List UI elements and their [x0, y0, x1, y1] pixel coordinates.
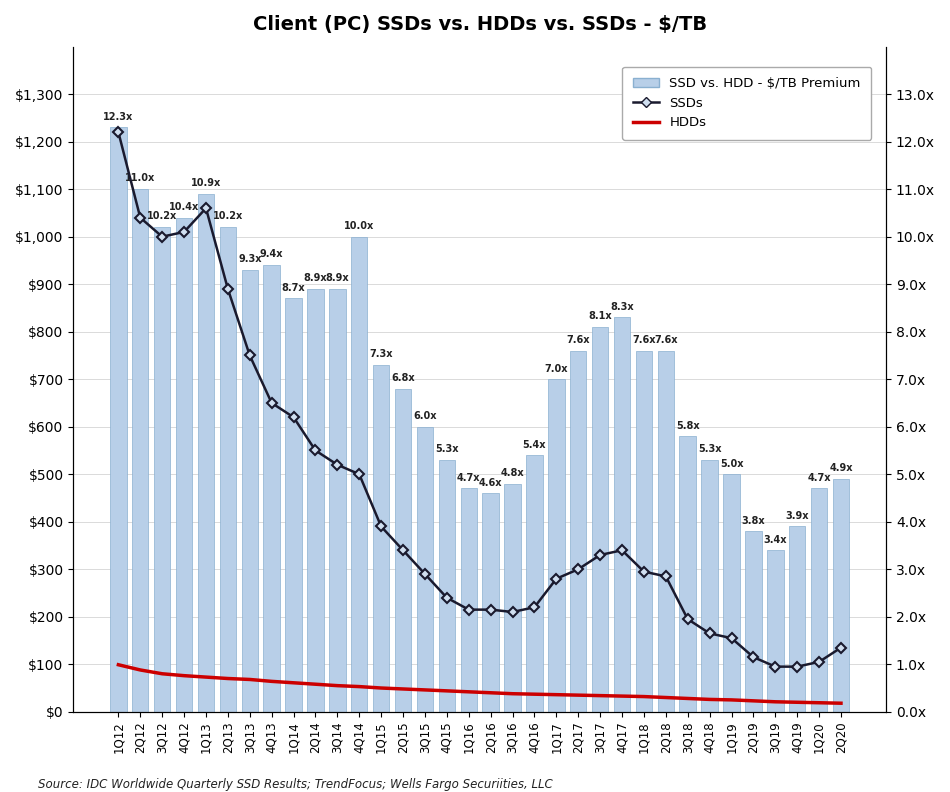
- Bar: [636, 351, 652, 712]
- Text: 10.9x: 10.9x: [191, 178, 221, 188]
- Bar: [483, 493, 499, 712]
- Text: 7.6x: 7.6x: [632, 335, 655, 345]
- Text: 12.3x: 12.3x: [104, 112, 134, 122]
- Bar: [352, 237, 368, 712]
- Text: 10.2x: 10.2x: [147, 211, 178, 222]
- Bar: [461, 489, 477, 712]
- Bar: [132, 189, 148, 712]
- Bar: [154, 227, 170, 712]
- Text: 10.4x: 10.4x: [169, 202, 200, 212]
- Text: 3.8x: 3.8x: [742, 516, 765, 526]
- Bar: [526, 455, 542, 712]
- Text: 9.3x: 9.3x: [238, 254, 261, 265]
- Bar: [373, 365, 390, 712]
- Bar: [570, 351, 586, 712]
- Bar: [176, 218, 192, 712]
- Text: 9.4x: 9.4x: [260, 249, 283, 260]
- Bar: [723, 474, 740, 712]
- Text: 5.3x: 5.3x: [435, 444, 459, 455]
- Bar: [198, 194, 214, 712]
- Bar: [767, 550, 784, 712]
- Bar: [701, 460, 718, 712]
- Bar: [614, 318, 630, 712]
- Bar: [417, 427, 433, 712]
- Bar: [789, 527, 806, 712]
- Bar: [219, 227, 237, 712]
- Text: 7.0x: 7.0x: [544, 364, 568, 374]
- Bar: [307, 289, 324, 712]
- Bar: [263, 265, 280, 712]
- Text: Source: IDC Worldwide Quarterly SSD Results; TrendFocus; Wells Fargo Securiities: Source: IDC Worldwide Quarterly SSD Resu…: [38, 778, 553, 791]
- Text: 7.6x: 7.6x: [654, 335, 677, 345]
- Text: 11.0x: 11.0x: [125, 173, 156, 184]
- Bar: [833, 479, 849, 712]
- Text: 6.0x: 6.0x: [413, 411, 437, 421]
- Text: 4.7x: 4.7x: [457, 473, 481, 483]
- Text: 8.7x: 8.7x: [282, 283, 305, 293]
- Text: 4.9x: 4.9x: [829, 463, 853, 474]
- Bar: [329, 289, 346, 712]
- Bar: [395, 389, 411, 712]
- Legend: SSD vs. HDD - $/TB Premium, SSDs, HDDs: SSD vs. HDD - $/TB Premium, SSDs, HDDs: [622, 67, 871, 140]
- Bar: [657, 351, 674, 712]
- Bar: [439, 460, 455, 712]
- Text: 5.3x: 5.3x: [698, 444, 721, 455]
- Text: 7.6x: 7.6x: [566, 335, 590, 345]
- Text: 5.8x: 5.8x: [675, 421, 699, 431]
- Text: 8.3x: 8.3x: [610, 302, 634, 312]
- Text: 8.9x: 8.9x: [326, 273, 350, 284]
- Text: 5.4x: 5.4x: [522, 440, 546, 450]
- Bar: [241, 270, 258, 712]
- Text: 8.9x: 8.9x: [304, 273, 327, 284]
- Bar: [504, 484, 521, 712]
- Text: 4.6x: 4.6x: [479, 478, 503, 488]
- Text: 7.3x: 7.3x: [370, 349, 393, 360]
- Text: 3.4x: 3.4x: [764, 535, 787, 545]
- Text: 10.2x: 10.2x: [213, 211, 243, 222]
- Text: 4.8x: 4.8x: [501, 468, 524, 478]
- Bar: [679, 436, 696, 712]
- Bar: [811, 489, 827, 712]
- Text: 5.0x: 5.0x: [720, 459, 743, 469]
- Text: 4.7x: 4.7x: [808, 473, 831, 483]
- Text: 8.1x: 8.1x: [588, 311, 612, 322]
- Bar: [745, 531, 762, 712]
- Bar: [285, 299, 302, 712]
- Bar: [548, 379, 564, 712]
- Text: 10.0x: 10.0x: [344, 221, 374, 231]
- Bar: [592, 327, 608, 712]
- Text: 3.9x: 3.9x: [786, 511, 809, 521]
- Bar: [110, 128, 126, 712]
- Text: 6.8x: 6.8x: [391, 373, 415, 383]
- Title: Client (PC) SSDs vs. HDDs vs. SSDs - $/TB: Client (PC) SSDs vs. HDDs vs. SSDs - $/T…: [253, 15, 707, 34]
